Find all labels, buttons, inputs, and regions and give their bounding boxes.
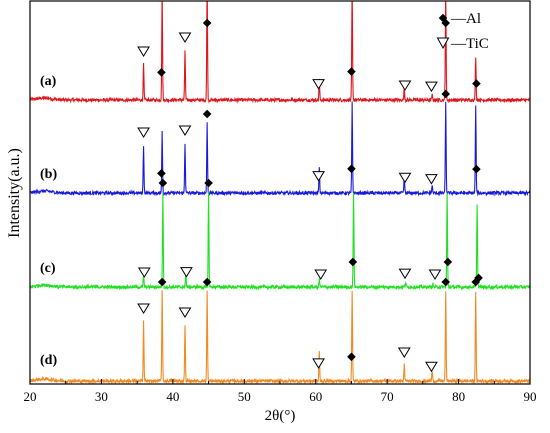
x-tick-label: 30 — [95, 389, 108, 404]
x-tick-label: 90 — [524, 389, 537, 404]
tic-peak-marker — [397, 347, 411, 358]
tic-peak-marker — [425, 361, 438, 373]
legend: —Al —TiC — [436, 11, 489, 52]
series-label-4: (d) — [40, 353, 57, 368]
tic-peak-marker — [312, 79, 325, 90]
legend-al-marker — [438, 13, 448, 23]
tic-peak-marker — [137, 46, 150, 57]
al-peak-marker — [202, 18, 212, 28]
al-peak-marker — [443, 257, 453, 267]
tic-peak-marker — [425, 81, 438, 93]
al-peak-marker — [202, 277, 212, 287]
tic-peak-marker — [178, 32, 192, 43]
x-tick-label: 40 — [166, 389, 179, 404]
al-peak-marker — [157, 68, 166, 77]
x-tick-label: 60 — [309, 389, 322, 404]
al-peak-marker — [202, 109, 212, 119]
tic-peak-marker — [428, 269, 442, 280]
tic-peak-marker — [137, 267, 151, 278]
tic-peak-marker — [398, 172, 412, 184]
tic-peak-marker — [312, 358, 325, 369]
tic-peak-marker — [137, 303, 150, 314]
tic-peak-marker — [178, 125, 192, 136]
tic-peak-marker — [314, 269, 328, 280]
al-peak-marker — [441, 89, 451, 99]
x-tick-label: 80 — [452, 389, 465, 404]
x-axis-label: 2θ(°) — [265, 408, 296, 424]
al-peak-marker — [471, 277, 481, 287]
x-tick-label: 50 — [238, 389, 251, 404]
al-peak-marker — [472, 79, 481, 88]
series-label-layer: (a) (b) (c) (d) — [40, 74, 57, 368]
al-peak-marker — [441, 18, 451, 28]
al-peak-marker — [157, 169, 166, 178]
al-peak-marker — [348, 257, 358, 267]
al-peak-marker — [347, 164, 356, 174]
marker-layer — [137, 18, 483, 373]
al-peak-marker — [157, 277, 167, 287]
al-peak-marker — [158, 178, 168, 188]
legend-label: —TiC — [450, 36, 489, 52]
series-line-4 — [30, 290, 530, 384]
tic-peak-marker — [425, 174, 438, 185]
al-peak-marker — [472, 164, 481, 174]
series-label-1: (a) — [40, 74, 57, 89]
series-label-3: (c) — [40, 261, 56, 276]
series-label-2: (b) — [40, 167, 57, 182]
series-line-3 — [30, 191, 530, 291]
al-peak-marker — [204, 178, 213, 188]
tic-peak-marker — [137, 127, 150, 138]
al-peak-marker — [347, 67, 356, 76]
tic-peak-marker — [398, 268, 412, 280]
y-axis-label: Intensity(a.u.) — [6, 148, 23, 238]
tic-peak-marker — [312, 171, 325, 182]
x-axis-ticks: 20 30 40 50 60 70 80 90 — [24, 379, 537, 404]
legend-tic-marker — [436, 37, 450, 50]
legend-label: —Al — [450, 11, 481, 27]
series-line-2 — [30, 101, 530, 197]
al-peak-marker — [474, 273, 483, 283]
tic-peak-marker — [398, 80, 412, 91]
al-peak-marker — [441, 277, 451, 287]
x-tick-label: 70 — [381, 389, 394, 404]
al-peak-marker — [347, 352, 356, 362]
tic-peak-marker — [178, 307, 192, 318]
tic-peak-marker — [180, 267, 193, 278]
x-tick-label: 20 — [24, 389, 37, 404]
